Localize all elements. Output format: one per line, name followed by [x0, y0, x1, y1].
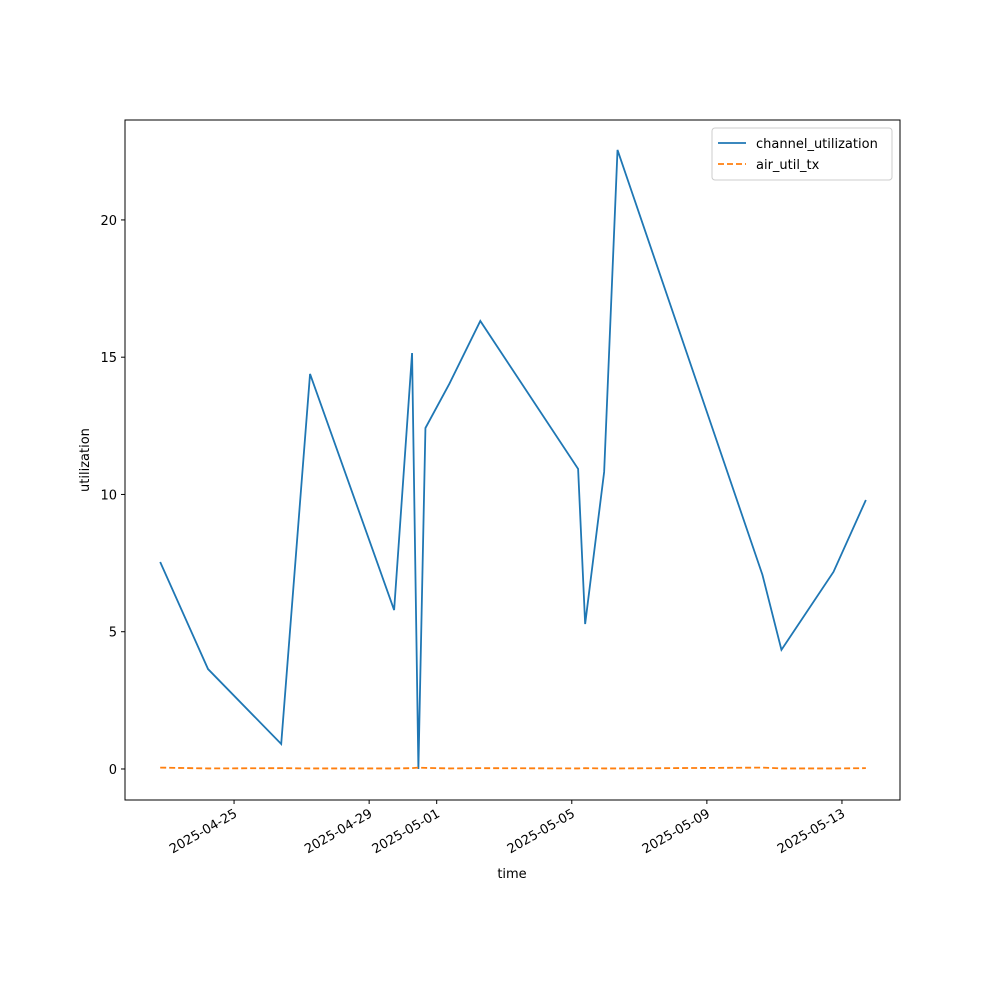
x-tick-label: 2025-04-29: [302, 806, 375, 857]
y-axis-label: utilization: [78, 428, 93, 492]
y-tick-label: 20: [100, 214, 117, 229]
y-tick-label: 15: [100, 351, 117, 366]
x-tick-label: 2025-05-09: [640, 806, 713, 857]
legend-label: air_util_tx: [756, 158, 820, 173]
x-tick-label: 2025-05-13: [775, 806, 848, 857]
x-tick-label: 2025-05-01: [370, 806, 443, 857]
y-tick-label: 10: [100, 488, 117, 503]
y-tick-label: 5: [109, 626, 117, 641]
x-tick-label: 2025-04-25: [167, 806, 240, 857]
x-axis-label: time: [497, 867, 526, 882]
series-line: [159, 149, 867, 769]
legend-label: channel_utilization: [756, 137, 878, 152]
legend-box: [711, 127, 893, 181]
x-tick-label: 2025-05-05: [505, 806, 578, 857]
plot-frame: [124, 119, 901, 801]
y-tick-label: 0: [109, 763, 117, 778]
series-line: [160, 766, 866, 770]
